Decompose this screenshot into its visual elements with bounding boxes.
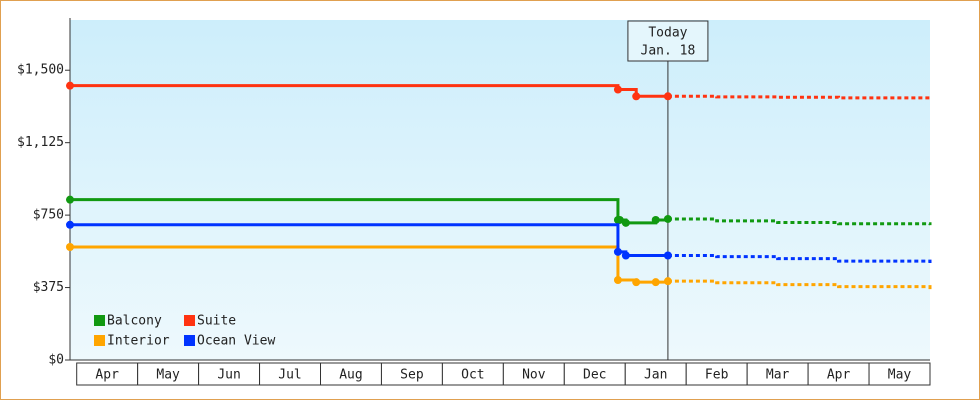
price-point (663, 251, 672, 260)
x-tick-label: Dec (583, 368, 606, 383)
y-tick-label: $375 (33, 280, 64, 295)
price-point (651, 215, 660, 224)
y-tick-label: $1,500 (17, 63, 64, 78)
price-point (632, 278, 641, 287)
x-tick-label: Aug (339, 368, 362, 383)
x-tick-label: May (156, 368, 180, 383)
legend-swatch (94, 335, 105, 346)
price-point (66, 195, 74, 204)
price-point (613, 247, 622, 256)
price-point (613, 276, 622, 285)
legend-label: Interior (107, 334, 170, 349)
legend-swatch (184, 335, 195, 346)
x-tick-label: Nov (522, 368, 546, 383)
x-tick-label: Sep (400, 368, 424, 383)
price-point (621, 218, 630, 227)
x-tick-label: Apr (827, 368, 851, 383)
x-tick-box (868, 362, 931, 386)
legend-swatch (94, 315, 105, 326)
y-tick-label: $1,125 (17, 135, 64, 150)
price-point (615, 215, 624, 224)
price-point (66, 220, 74, 229)
x-tick-label: Jul (278, 368, 301, 383)
price-point (66, 81, 74, 90)
y-tick-label: $0 (48, 353, 64, 368)
legend-label: Balcony (107, 314, 162, 329)
today-label: Jan. 18 (641, 44, 696, 59)
price-point (663, 214, 672, 223)
price-line (70, 84, 668, 98)
price-point (651, 278, 660, 287)
today-box (627, 20, 709, 62)
x-tick-label: Mar (766, 368, 790, 383)
x-tick-label: May (888, 368, 912, 383)
legend-label: Ocean View (197, 334, 275, 349)
y-tick-label: $750 (33, 208, 64, 223)
plot-area (70, 20, 930, 360)
price-point (632, 92, 641, 101)
legend-label: Suite (197, 314, 236, 329)
price-point (663, 277, 672, 286)
forecast-line (667, 253, 932, 264)
x-tick-label: Jan (644, 368, 667, 383)
x-tick-label: Jun (217, 368, 240, 383)
forecast-line (667, 279, 932, 290)
price-point (663, 92, 672, 101)
price-point (66, 242, 74, 251)
price-point (613, 85, 622, 94)
forecast-line (667, 94, 932, 100)
today-label: Today (648, 26, 687, 41)
x-tick-label: Oct (461, 368, 484, 383)
price-point (621, 251, 630, 260)
forecast-line (667, 217, 932, 226)
legend-swatch (184, 315, 195, 326)
x-tick-label: Feb (705, 368, 729, 383)
x-tick-label: Apr (95, 368, 119, 383)
